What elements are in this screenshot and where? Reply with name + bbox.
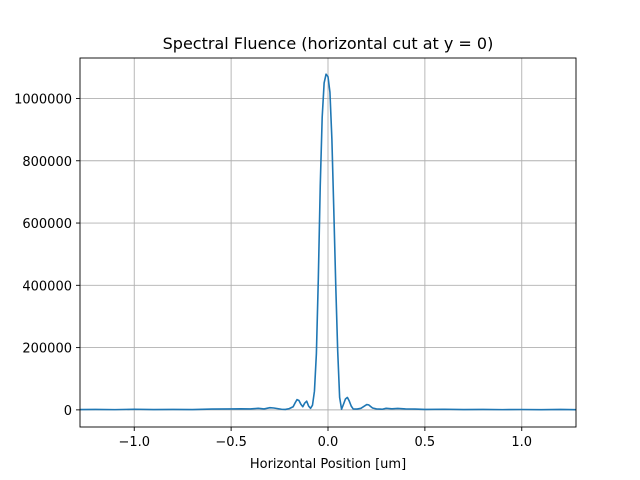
y-tick-label: 600000 bbox=[22, 217, 72, 232]
y-tick-label: 800000 bbox=[22, 155, 72, 170]
x-tick-label: 0.5 bbox=[415, 435, 436, 450]
x-tick-label: 0.0 bbox=[318, 435, 339, 450]
y-tick-label: 200000 bbox=[22, 342, 72, 357]
x-tick-label: −1.0 bbox=[118, 435, 150, 450]
y-tick-label: 400000 bbox=[22, 279, 72, 294]
y-tick-label: 1000000 bbox=[14, 92, 72, 107]
x-axis-label: Horizontal Position [um] bbox=[250, 457, 406, 472]
series-lines bbox=[80, 73, 576, 411]
y-tick-label: 0 bbox=[64, 404, 72, 419]
series-line bbox=[80, 73, 576, 411]
x-tick-label: 1.0 bbox=[511, 435, 532, 450]
x-tick-label: −0.5 bbox=[215, 435, 247, 450]
tick-labels: −1.0 −0.5 0.0 0.5 1.0 0 200000 400000 600000 8000… bbox=[14, 92, 532, 450]
tick-marks bbox=[76, 98, 523, 431]
chart-title: Spectral Fluence (horizontal cut at y = … bbox=[163, 34, 494, 53]
